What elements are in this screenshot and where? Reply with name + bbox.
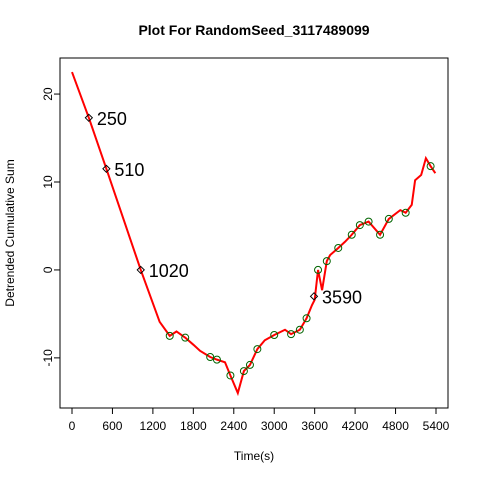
- annotation-diamond: [136, 265, 145, 275]
- marker: [270, 331, 279, 340]
- marker: [334, 243, 343, 252]
- marker: [355, 221, 364, 230]
- x-tick-label: 3600: [301, 419, 328, 433]
- marker: [314, 265, 323, 274]
- marker: [206, 352, 215, 361]
- marker: [287, 330, 296, 339]
- x-tick-label: 600: [102, 419, 122, 433]
- x-tick-label: 4200: [342, 419, 369, 433]
- marker: [245, 360, 254, 369]
- marker: [253, 345, 262, 354]
- x-tick-label: 2400: [220, 419, 247, 433]
- marker: [401, 208, 410, 217]
- marker: [239, 367, 248, 376]
- x-tick-label: 4800: [382, 419, 409, 433]
- annotation-diamond: [102, 164, 111, 174]
- annotation-label: 510: [114, 160, 144, 180]
- y-tick-label: 10: [41, 175, 55, 189]
- x-tick-label: 1200: [140, 419, 167, 433]
- x-tick-label: 5400: [423, 419, 450, 433]
- y-axis-label: Detrended Cumulative Sum: [3, 159, 17, 306]
- marker: [302, 314, 311, 323]
- marker: [165, 331, 174, 340]
- marker: [212, 355, 221, 364]
- y-tick-label: 0: [41, 266, 55, 273]
- y-tick-label: -10: [41, 349, 55, 367]
- annotation-diamond: [84, 113, 94, 123]
- annotation-label: 3590: [322, 287, 362, 307]
- y-tick-label: 20: [41, 87, 55, 101]
- x-tick-label: 3000: [261, 419, 288, 433]
- marker: [376, 230, 385, 239]
- plot-frame: [59, 57, 449, 409]
- annotation-label: 1020: [149, 261, 189, 281]
- marker: [426, 162, 435, 171]
- marker: [347, 230, 356, 239]
- marker: [295, 325, 304, 334]
- marker: [226, 371, 235, 380]
- marker: [364, 217, 373, 226]
- marker: [384, 214, 393, 223]
- chart-title: Plot For RandomSeed_3117489099: [138, 22, 369, 38]
- marker: [322, 257, 331, 266]
- annotation-label: 250: [97, 109, 127, 129]
- annotation-diamond: [309, 292, 319, 301]
- x-axis-label: Time(s): [234, 449, 274, 463]
- x-tick-label: 1800: [180, 419, 207, 433]
- x-tick-label: 0: [69, 419, 76, 433]
- marker: [181, 333, 190, 342]
